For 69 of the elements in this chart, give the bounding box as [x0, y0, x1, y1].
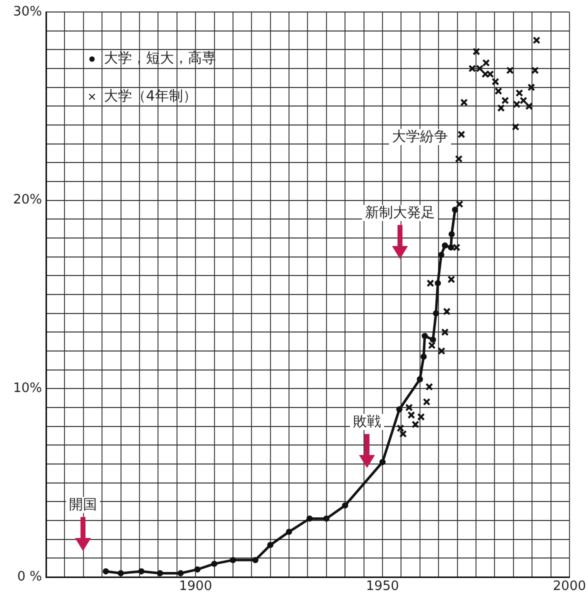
point: [492, 78, 500, 86]
point: [447, 276, 456, 284]
x-tick-label: 1950: [366, 579, 400, 594]
point: [476, 64, 484, 72]
point: [438, 347, 446, 355]
point: [458, 130, 466, 138]
point: [448, 231, 455, 238]
point: [425, 382, 434, 391]
point: [252, 556, 258, 564]
point: [211, 560, 218, 567]
annotation: 大学紛争: [389, 129, 451, 145]
point: [138, 568, 144, 574]
point: [448, 244, 454, 251]
y-tick-label: 30%: [13, 4, 42, 20]
point: [178, 570, 184, 576]
x-tick-label: 1900: [179, 579, 212, 594]
point: [194, 566, 201, 573]
point: [156, 570, 164, 576]
point: [306, 516, 313, 522]
point: [420, 354, 427, 360]
point: [396, 406, 402, 412]
point: [520, 96, 528, 104]
point: [267, 542, 274, 548]
point: [417, 413, 425, 421]
point: [468, 64, 476, 72]
point: [472, 48, 480, 56]
point: [426, 279, 434, 288]
point: [230, 556, 236, 564]
point: [525, 102, 533, 110]
point: [379, 459, 386, 466]
point: [512, 100, 521, 108]
annotation: 敗戦: [350, 414, 384, 430]
point: [422, 332, 428, 340]
point: [452, 206, 458, 213]
point: [527, 84, 536, 92]
point: [441, 328, 449, 336]
point: [532, 36, 540, 44]
point: [422, 398, 430, 406]
point: [506, 66, 514, 74]
point: [494, 87, 502, 95]
point: [434, 280, 441, 286]
y-tick-label: 10%: [13, 381, 42, 396]
point: [512, 123, 520, 131]
annotation: 開国: [66, 497, 100, 513]
point: [323, 516, 330, 522]
point: [501, 96, 509, 104]
point: [102, 568, 109, 574]
x-tick-label: 2000: [552, 579, 586, 594]
point: [531, 66, 539, 74]
point: [286, 528, 292, 535]
point: [460, 98, 468, 106]
point: [438, 252, 444, 258]
point: [432, 310, 440, 316]
point: [442, 242, 448, 249]
point: [452, 244, 460, 252]
point: [428, 342, 436, 350]
point: [342, 502, 348, 509]
point: [516, 89, 524, 97]
annotation: 新制大発足: [362, 205, 438, 221]
point: [430, 336, 436, 343]
y-tick-label: 0 %: [17, 569, 42, 584]
y-tick-label: 20%: [13, 192, 42, 208]
point: [416, 376, 423, 382]
point: [442, 308, 451, 316]
point: [454, 155, 463, 163]
point: [118, 570, 124, 576]
point: [497, 104, 505, 112]
point: [412, 420, 420, 428]
point: [482, 59, 490, 67]
